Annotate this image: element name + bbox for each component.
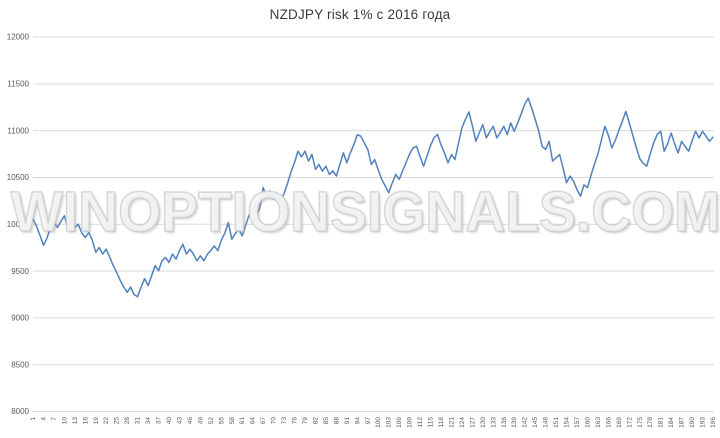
x-tick-label: 160 — [584, 417, 591, 428]
x-tick-label: 121 — [448, 417, 455, 428]
x-tick-label: 181 — [658, 417, 665, 428]
x-tick-label: 64 — [250, 417, 257, 425]
x-tick-label: 109 — [407, 417, 414, 428]
chart-title: NZDJPY risk 1% с 2016 года — [269, 7, 451, 22]
x-tick-label: 4 — [40, 417, 47, 421]
x-tick-label: 187 — [679, 417, 686, 428]
x-tick-label: 151 — [553, 417, 560, 428]
x-tick-label: 79 — [302, 417, 309, 425]
x-tick-label: 118 — [438, 417, 445, 428]
x-tick-label: 16 — [82, 417, 89, 425]
x-tick-label: 31 — [135, 417, 142, 425]
x-tick-label: 127 — [469, 417, 476, 428]
x-tick-label: 73 — [281, 417, 288, 425]
series-line — [32, 97, 714, 298]
x-tick-label: 106 — [396, 417, 403, 428]
x-tick-label: 103 — [386, 417, 393, 428]
x-tick-label: 55 — [218, 417, 225, 425]
y-tick-label: 10500 — [7, 173, 30, 182]
gridlines — [33, 36, 714, 412]
x-axis-labels: 1 4 7 10 13 16 19 22 25 28 31 34 37 40 43 46 49 52 55 58 61 6… — [30, 417, 717, 428]
x-tick-label: 82 — [312, 417, 319, 425]
y-tick-label: 9000 — [11, 314, 29, 323]
x-tick-label: 22 — [103, 417, 110, 425]
x-tick-label: 13 — [72, 417, 79, 425]
x-tick-label: 25 — [114, 417, 121, 425]
x-tick-label: 37 — [156, 417, 163, 425]
y-tick-label: 12000 — [7, 33, 30, 42]
x-tick-label: 100 — [375, 417, 382, 428]
x-tick-label: 19 — [93, 417, 100, 425]
x-tick-label: 46 — [187, 417, 194, 425]
x-tick-label: 139 — [511, 417, 518, 428]
x-tick-label: 130 — [480, 417, 487, 428]
y-tick-label: 10000 — [7, 220, 30, 229]
x-tick-label: 52 — [208, 417, 215, 425]
x-tick-label: 133 — [490, 417, 497, 428]
y-tick-label: 8000 — [11, 407, 29, 416]
x-tick-label: 112 — [417, 417, 424, 428]
x-tick-label: 196 — [710, 417, 717, 428]
x-tick-label: 97 — [365, 417, 372, 425]
x-tick-label: 70 — [271, 417, 278, 425]
x-tick-label: 91 — [344, 417, 351, 425]
x-tick-label: 49 — [197, 417, 204, 425]
x-tick-label: 154 — [564, 417, 571, 428]
x-tick-label: 1 — [30, 417, 37, 421]
x-tick-label: 10 — [61, 417, 68, 425]
x-tick-label: 61 — [239, 417, 246, 425]
x-tick-label: 190 — [689, 417, 696, 428]
x-tick-label: 7 — [51, 417, 58, 421]
x-tick-label: 163 — [595, 417, 602, 428]
x-tick-label: 76 — [292, 417, 299, 425]
x-tick-label: 157 — [574, 417, 581, 428]
x-tick-label: 115 — [428, 417, 435, 428]
y-tick-label: 8500 — [11, 360, 29, 369]
x-tick-label: 169 — [616, 417, 623, 428]
x-tick-label: 175 — [637, 417, 644, 428]
y-axis-labels: 8000 8500 9000 9500 10000 10500 11000 11500 1200… — [7, 33, 30, 417]
x-tick-label: 193 — [700, 417, 707, 428]
x-tick-label: 40 — [166, 417, 173, 425]
x-tick-label: 124 — [459, 417, 466, 428]
x-tick-label: 28 — [124, 417, 131, 425]
x-tick-label: 184 — [668, 417, 675, 428]
x-tick-label: 58 — [229, 417, 236, 425]
x-tick-label: 172 — [626, 417, 633, 428]
x-tick-label: 142 — [522, 417, 529, 428]
x-tick-label: 34 — [145, 417, 152, 425]
y-tick-label: 9500 — [11, 267, 29, 276]
x-tick-label: 67 — [260, 417, 267, 425]
x-tick-label: 85 — [323, 417, 330, 425]
x-tick-label: 136 — [501, 417, 508, 428]
y-tick-label: 11000 — [7, 126, 29, 135]
x-tick-label: 166 — [605, 417, 612, 428]
x-tick-label: 148 — [543, 417, 550, 428]
x-tick-label: 94 — [354, 417, 361, 425]
x-tick-label: 88 — [333, 417, 340, 425]
x-tick-label: 178 — [647, 417, 654, 428]
x-tick-label: 43 — [176, 417, 183, 425]
x-tick-label: 145 — [532, 417, 539, 428]
y-tick-label: 11500 — [7, 80, 29, 89]
